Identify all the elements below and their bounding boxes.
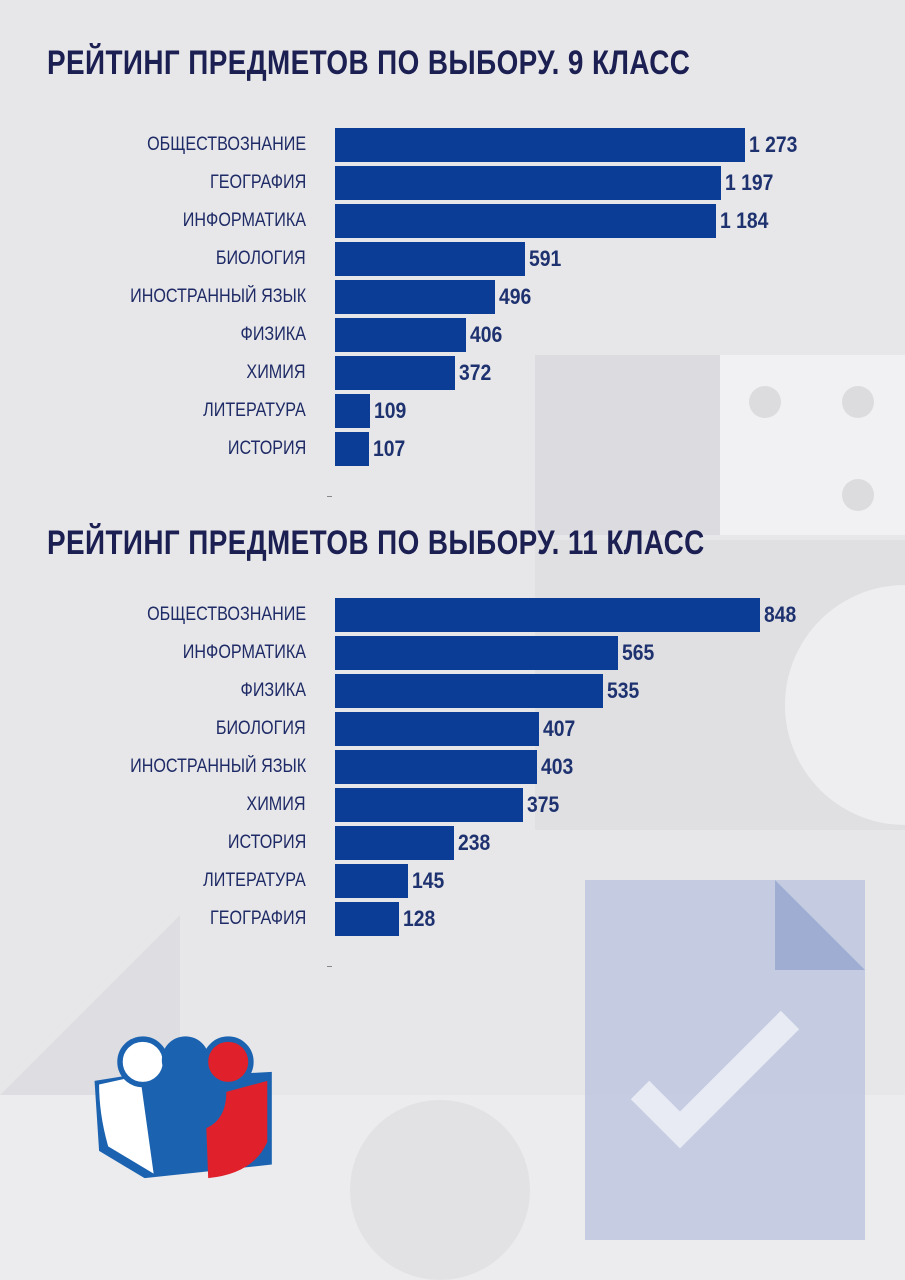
category-label: ФИЗИКА — [240, 680, 306, 701]
logo — [94, 1036, 272, 1179]
category-label: ОБЩЕСТВОЗНАНИЕ — [146, 134, 306, 155]
bar — [335, 598, 760, 632]
category-label: ИНОСТРАННЫЙ ЯЗЫК — [129, 756, 306, 777]
value-label: 372 — [458, 360, 492, 385]
axis-tick — [327, 496, 332, 497]
bar — [335, 242, 526, 276]
value-label: 565 — [622, 640, 655, 665]
category-label: ГЕОГРАФИЯ — [209, 172, 306, 193]
bar — [335, 318, 466, 352]
bar — [335, 712, 539, 746]
category-label: БИОЛОГИЯ — [216, 248, 306, 269]
value-label: 145 — [411, 868, 444, 893]
bar — [335, 204, 717, 238]
bar — [335, 394, 371, 428]
value-label: 496 — [498, 284, 532, 309]
value-label: 238 — [458, 830, 491, 855]
value-label: 403 — [540, 754, 574, 779]
value-label: 109 — [374, 398, 407, 423]
bar — [335, 280, 495, 314]
bar — [335, 128, 745, 162]
value-label: 1 197 — [724, 170, 773, 195]
value-label: 375 — [526, 792, 560, 817]
category-label: ФИЗИКА — [240, 324, 306, 345]
category-label: ИСТОРИЯ — [227, 832, 306, 853]
bar — [335, 902, 400, 936]
bar — [335, 636, 619, 670]
bar — [335, 788, 523, 822]
value-label: 848 — [764, 602, 797, 627]
bar — [335, 166, 721, 200]
category-label: ИНОСТРАННЫЙ ЯЗЫК — [129, 286, 306, 307]
category-label: ХИМИЯ — [246, 794, 306, 815]
bar — [335, 356, 455, 390]
category-label: ЛИТЕРАТУРА — [203, 400, 306, 421]
bar — [335, 432, 370, 466]
value-label: 406 — [469, 322, 503, 347]
value-label: 1 184 — [720, 208, 769, 233]
category-label: ОБЩЕСТВОЗНАНИЕ — [146, 604, 306, 625]
bar — [335, 750, 537, 784]
category-label: ИСТОРИЯ — [227, 438, 306, 459]
value-label: 1 273 — [749, 132, 798, 157]
category-label: ГЕОГРАФИЯ — [209, 908, 306, 929]
value-label: 407 — [542, 716, 576, 741]
category-label: ИНФОРМАТИКА — [182, 210, 306, 231]
category-label: ЛИТЕРАТУРА — [203, 870, 306, 891]
value-label: 128 — [403, 906, 436, 931]
axis-tick — [327, 966, 332, 967]
value-label: 107 — [373, 436, 406, 461]
value-label: 535 — [607, 678, 640, 703]
chart-title: РЕЙТИНГ ПРЕДМЕТОВ ПО ВЫБОРУ. 11 КЛАСС — [47, 524, 705, 562]
chart-title: РЕЙТИНГ ПРЕДМЕТОВ ПО ВЫБОРУ. 9 КЛАСС — [47, 44, 691, 82]
bar — [335, 674, 604, 708]
bar — [335, 826, 455, 860]
category-label: БИОЛОГИЯ — [216, 718, 306, 739]
category-label: ИНФОРМАТИКА — [182, 642, 306, 663]
bar — [335, 864, 408, 898]
category-label: ХИМИЯ — [246, 362, 306, 383]
value-label: 591 — [529, 246, 562, 271]
